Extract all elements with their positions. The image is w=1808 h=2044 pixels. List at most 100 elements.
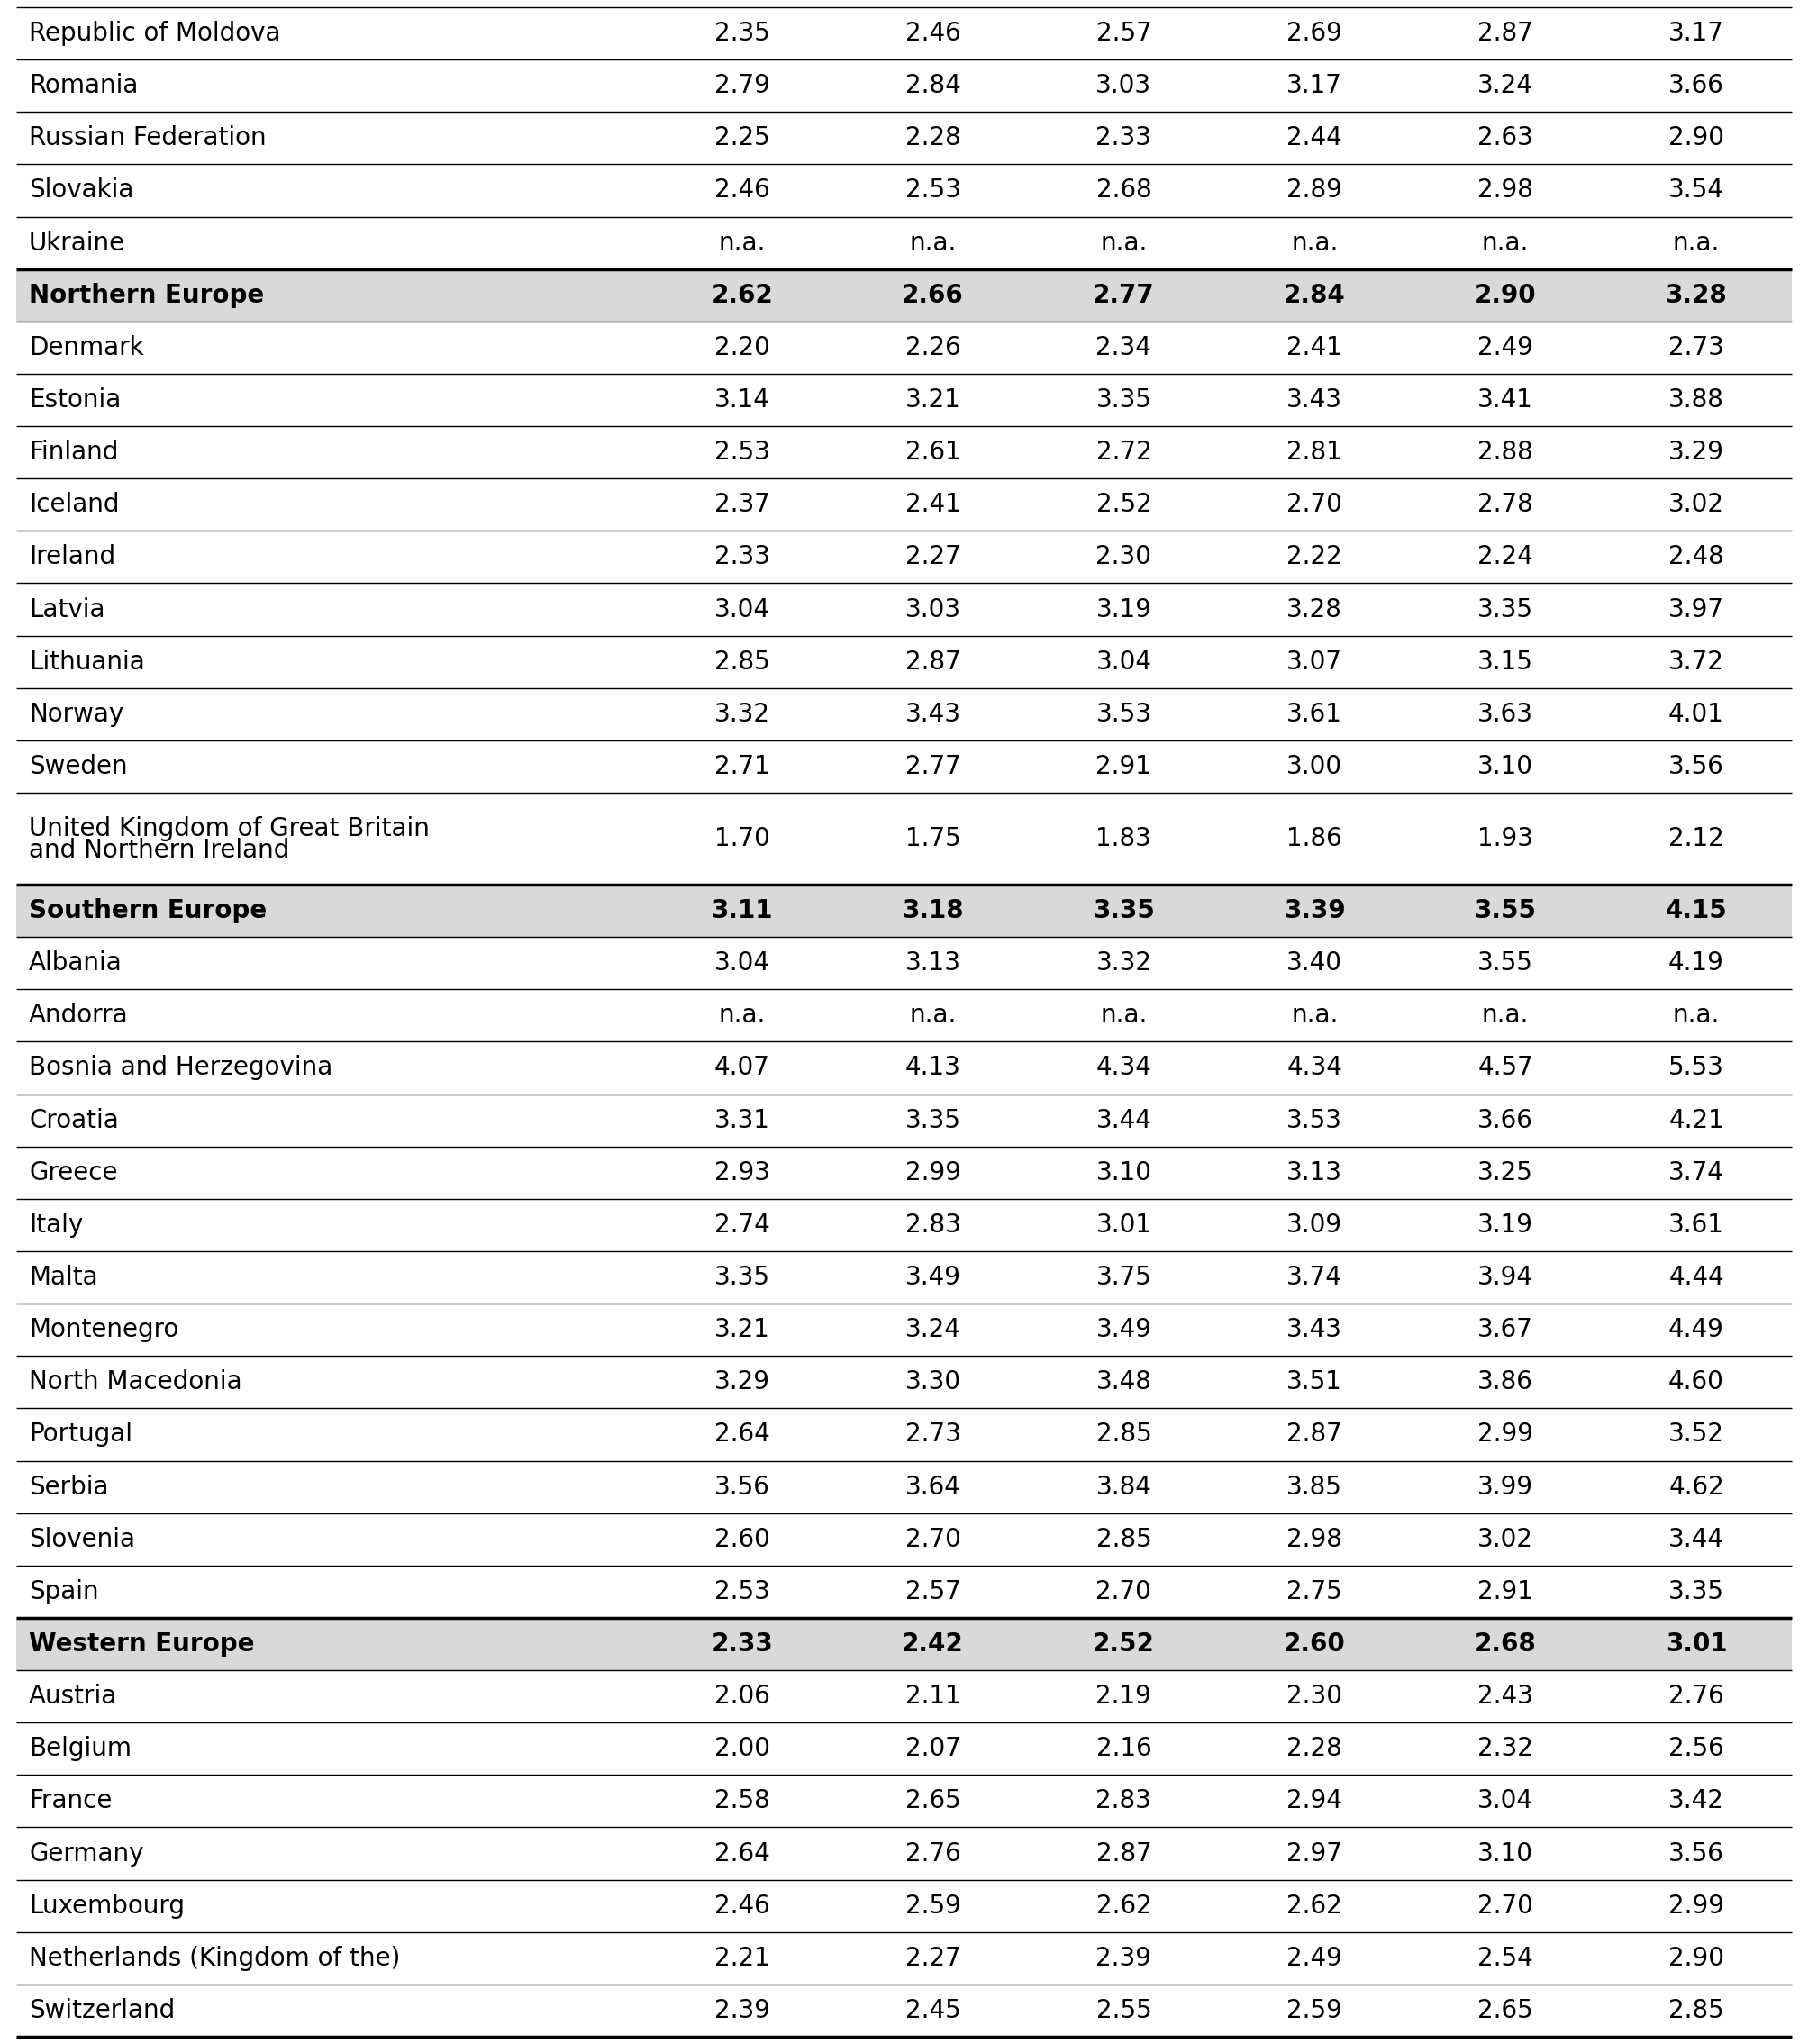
Text: 1.75: 1.75 xyxy=(906,826,960,850)
Text: 3.66: 3.66 xyxy=(1669,74,1725,98)
Text: 4.60: 4.60 xyxy=(1669,1369,1725,1394)
Text: Ireland: Ireland xyxy=(29,544,116,570)
Text: 2.79: 2.79 xyxy=(714,74,770,98)
Bar xyxy=(16,636,1792,689)
Text: 3.25: 3.25 xyxy=(1477,1161,1533,1186)
Text: 2.98: 2.98 xyxy=(1477,178,1533,202)
Text: 3.52: 3.52 xyxy=(1669,1423,1725,1447)
Text: 2.33: 2.33 xyxy=(1096,125,1152,151)
Text: 4.62: 4.62 xyxy=(1669,1474,1725,1500)
Text: 2.87: 2.87 xyxy=(1477,20,1533,47)
Text: 2.49: 2.49 xyxy=(1477,335,1533,360)
Text: 3.04: 3.04 xyxy=(714,950,770,975)
Text: 3.13: 3.13 xyxy=(1287,1161,1343,1186)
Text: Austria: Austria xyxy=(29,1684,118,1709)
Text: 3.40: 3.40 xyxy=(1287,950,1343,975)
Text: 2.83: 2.83 xyxy=(1096,1788,1152,1813)
Text: 2.60: 2.60 xyxy=(714,1527,770,1551)
Text: Italy: Italy xyxy=(29,1212,83,1239)
Text: 3.61: 3.61 xyxy=(1287,701,1343,728)
Text: 3.19: 3.19 xyxy=(1477,1212,1533,1239)
Text: 3.35: 3.35 xyxy=(1669,1580,1725,1605)
Text: 2.90: 2.90 xyxy=(1669,1946,1725,1970)
Text: 2.12: 2.12 xyxy=(1669,826,1725,850)
Text: 2.64: 2.64 xyxy=(714,1842,770,1866)
Text: 2.52: 2.52 xyxy=(1096,493,1152,517)
Text: 3.54: 3.54 xyxy=(1669,178,1725,202)
Text: 3.43: 3.43 xyxy=(1287,1316,1343,1343)
Text: Republic of Moldova: Republic of Moldova xyxy=(29,20,280,47)
Text: Montenegro: Montenegro xyxy=(29,1316,179,1343)
Bar xyxy=(16,1304,1792,1355)
Text: 2.87: 2.87 xyxy=(906,650,960,675)
Text: 3.32: 3.32 xyxy=(1096,950,1152,975)
Text: 2.62: 2.62 xyxy=(711,282,774,309)
Text: 2.90: 2.90 xyxy=(1475,282,1537,309)
Text: 2.48: 2.48 xyxy=(1669,544,1725,570)
Text: 2.49: 2.49 xyxy=(1287,1946,1343,1970)
Text: 2.65: 2.65 xyxy=(1477,1997,1533,2024)
Text: 2.88: 2.88 xyxy=(1477,439,1533,464)
Text: 3.17: 3.17 xyxy=(1287,74,1343,98)
Text: 1.83: 1.83 xyxy=(1096,826,1152,850)
Bar xyxy=(16,1932,1792,1985)
Text: Romania: Romania xyxy=(29,74,137,98)
Text: 2.87: 2.87 xyxy=(1096,1842,1152,1866)
Text: 3.51: 3.51 xyxy=(1287,1369,1343,1394)
Text: n.a.: n.a. xyxy=(909,231,956,256)
Text: Germany: Germany xyxy=(29,1842,143,1866)
Text: Ukraine: Ukraine xyxy=(29,231,125,256)
Bar xyxy=(16,1200,1792,1251)
Text: 3.15: 3.15 xyxy=(1477,650,1533,675)
Bar xyxy=(16,374,1792,425)
Text: 2.16: 2.16 xyxy=(1096,1735,1152,1762)
Bar xyxy=(16,1408,1792,1461)
Text: 2.81: 2.81 xyxy=(1287,439,1342,464)
Text: 2.84: 2.84 xyxy=(906,74,960,98)
Bar xyxy=(16,1094,1792,1147)
Text: 3.35: 3.35 xyxy=(714,1265,770,1290)
Text: 3.19: 3.19 xyxy=(1096,597,1152,621)
Text: 2.93: 2.93 xyxy=(714,1161,770,1186)
Text: 2.62: 2.62 xyxy=(1096,1893,1152,1919)
Bar xyxy=(16,531,1792,583)
Text: 2.45: 2.45 xyxy=(906,1997,960,2024)
Text: 2.69: 2.69 xyxy=(1287,20,1343,47)
Text: 2.99: 2.99 xyxy=(1477,1423,1533,1447)
Text: 3.21: 3.21 xyxy=(714,1316,770,1343)
Text: 2.78: 2.78 xyxy=(1477,493,1533,517)
Text: 2.53: 2.53 xyxy=(714,439,770,464)
Text: 2.77: 2.77 xyxy=(1092,282,1155,309)
Text: 2.25: 2.25 xyxy=(714,125,770,151)
Text: 3.64: 3.64 xyxy=(906,1474,960,1500)
Text: 3.53: 3.53 xyxy=(1096,701,1152,728)
Text: 2.56: 2.56 xyxy=(1669,1735,1725,1762)
Text: 2.41: 2.41 xyxy=(906,493,960,517)
Text: Luxembourg: Luxembourg xyxy=(29,1893,184,1919)
Text: 3.56: 3.56 xyxy=(714,1474,770,1500)
Text: Greece: Greece xyxy=(29,1161,118,1186)
Bar xyxy=(16,1670,1792,1723)
Text: 3.01: 3.01 xyxy=(1665,1631,1727,1656)
Text: 3.85: 3.85 xyxy=(1287,1474,1343,1500)
Bar xyxy=(16,321,1792,374)
Bar xyxy=(16,1147,1792,1200)
Text: 2.33: 2.33 xyxy=(714,544,770,570)
Bar xyxy=(16,1461,1792,1513)
Text: 3.10: 3.10 xyxy=(1096,1161,1152,1186)
Text: 2.66: 2.66 xyxy=(902,282,964,309)
Text: Latvia: Latvia xyxy=(29,597,105,621)
Text: 2.91: 2.91 xyxy=(1477,1580,1533,1605)
Text: 2.33: 2.33 xyxy=(711,1631,774,1656)
Text: 2.58: 2.58 xyxy=(714,1788,770,1813)
Text: 3.48: 3.48 xyxy=(1096,1369,1152,1394)
Text: n.a.: n.a. xyxy=(718,1004,765,1028)
Text: 2.77: 2.77 xyxy=(906,754,960,779)
Text: 2.63: 2.63 xyxy=(1477,125,1533,151)
Bar xyxy=(16,936,1792,989)
Text: 2.65: 2.65 xyxy=(906,1788,960,1813)
Text: 3.02: 3.02 xyxy=(1669,493,1725,517)
Text: 2.75: 2.75 xyxy=(1287,1580,1342,1605)
Text: 2.28: 2.28 xyxy=(906,125,960,151)
Text: 3.00: 3.00 xyxy=(1287,754,1343,779)
